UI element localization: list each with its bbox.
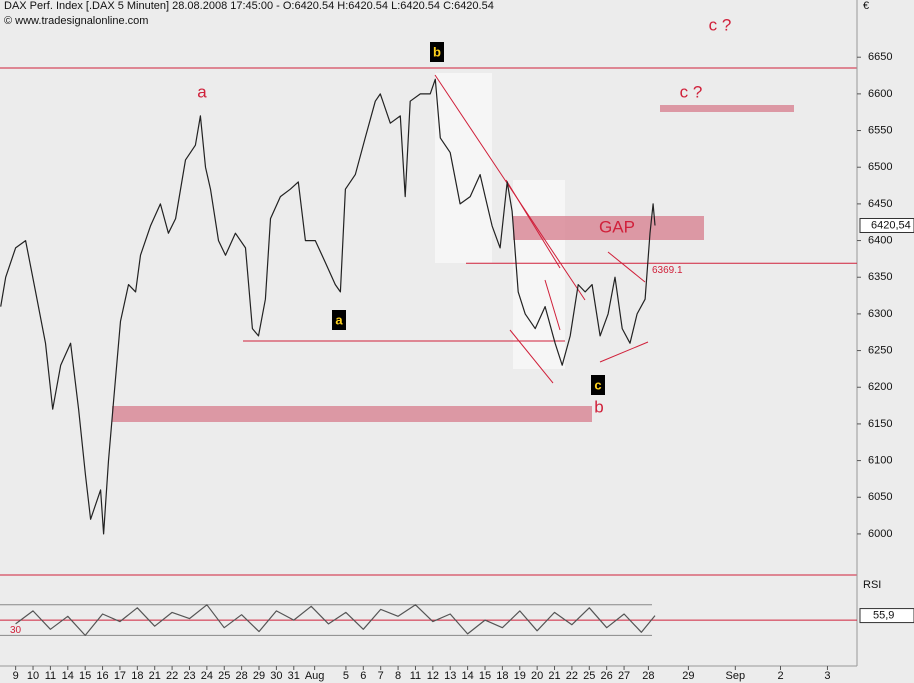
y-tick-label: 6600	[868, 88, 892, 100]
x-tick-label: 6	[360, 670, 366, 682]
trend-line	[607, 251, 646, 283]
x-tick-label: 14	[461, 670, 473, 682]
x-tick-label: 25	[218, 670, 230, 682]
x-tick-label: 25	[583, 670, 595, 682]
x-tick-label: 18	[496, 670, 508, 682]
x-tick-label: 19	[514, 670, 526, 682]
currency: €	[863, 0, 869, 12]
trend-line	[505, 179, 561, 269]
support-zone	[112, 406, 592, 422]
y-tick-label: 6300	[868, 308, 892, 320]
gap-zone	[513, 216, 704, 240]
y-tick-label: 6150	[868, 418, 892, 430]
wave-label: a	[197, 82, 207, 101]
y-tick-label: 6250	[868, 344, 892, 356]
y-tick-label: 6550	[868, 124, 892, 136]
y-tick-label: 6500	[868, 161, 892, 173]
x-tick-label: 15	[479, 670, 491, 682]
x-tick-label: Sep	[726, 670, 746, 682]
x-tick-label: 30	[270, 670, 282, 682]
chart-subtitle: © www.tradesignalonline.com	[4, 15, 148, 27]
y-tick-label: 6200	[868, 381, 892, 393]
y-tick-label: 6050	[868, 491, 892, 503]
trend-line	[544, 279, 561, 331]
x-tick-label: 16	[96, 670, 108, 682]
wave-label: c ?	[709, 15, 732, 34]
last-price-label: 6420,54	[871, 219, 911, 231]
trend-line	[509, 329, 554, 384]
x-tick-label: 7	[378, 670, 384, 682]
x-tick-label: 21	[149, 670, 161, 682]
x-tick-label: 18	[131, 670, 143, 682]
label-box	[430, 42, 444, 62]
y-tick-label: 6100	[868, 454, 892, 466]
y-tick-label: 6350	[868, 271, 892, 283]
x-tick-label: 2	[777, 670, 783, 682]
wave-label: b	[594, 397, 603, 416]
x-tick-label: 10	[27, 670, 39, 682]
x-tick-label: 5	[343, 670, 349, 682]
x-tick-label: 21	[548, 670, 560, 682]
wave-label: c	[594, 377, 601, 392]
y-tick-label: 6000	[868, 528, 892, 540]
x-tick-label: 31	[288, 670, 300, 682]
label-box	[591, 375, 605, 395]
chart-title: DAX Perf. Index [.DAX 5 Minuten] 28.08.2…	[4, 0, 494, 12]
series-line	[0, 78, 656, 535]
x-tick-label: 26	[601, 670, 613, 682]
label-box	[332, 310, 346, 330]
y-tick-label: 6400	[868, 234, 892, 246]
x-tick-label: 22	[566, 670, 578, 682]
trend-line	[434, 74, 586, 301]
rsi-tick-label: 30	[10, 625, 22, 636]
x-tick-label: 17	[114, 670, 126, 682]
last-price-box	[859, 217, 914, 233]
target-zone	[660, 105, 794, 112]
last-rsi-box	[859, 608, 914, 624]
x-tick-label: 28	[642, 670, 654, 682]
y-tick-label: 6650	[868, 51, 892, 63]
level-label: 6369.1	[652, 265, 683, 276]
x-tick-label: 3	[824, 670, 830, 682]
x-tick-label: 27	[618, 670, 630, 682]
x-tick-label: 15	[79, 670, 91, 682]
x-tick-label: Aug	[305, 670, 325, 682]
x-tick-label: 11	[410, 670, 421, 682]
wave-label: b	[433, 44, 441, 59]
x-tick-label: 29	[682, 670, 694, 682]
y-tick-label: 6450	[868, 198, 892, 210]
x-tick-label: 13	[444, 670, 456, 682]
x-tick-label: 11	[45, 670, 56, 682]
x-tick-label: 24	[201, 670, 213, 682]
x-tick-label: 20	[531, 670, 543, 682]
highlight-zone	[513, 180, 565, 369]
x-tick-label: 8	[395, 670, 401, 682]
x-tick-label: 23	[183, 670, 195, 682]
trend-line	[599, 341, 649, 363]
x-tick-label: 14	[62, 670, 74, 682]
gap-label: GAP	[599, 217, 635, 236]
x-tick-label: 29	[253, 670, 265, 682]
wave-label: a	[335, 312, 343, 327]
wave-label: c ?	[680, 82, 703, 101]
x-tick-label: 9	[13, 670, 19, 682]
highlight-zone	[435, 73, 492, 263]
panel-title: RSI	[863, 579, 881, 591]
x-tick-label: 22	[166, 670, 178, 682]
x-tick-label: 28	[236, 670, 248, 682]
last-rsi-label: 55,9	[873, 609, 894, 621]
x-tick-label: 12	[427, 670, 439, 682]
series-line	[15, 604, 656, 636]
